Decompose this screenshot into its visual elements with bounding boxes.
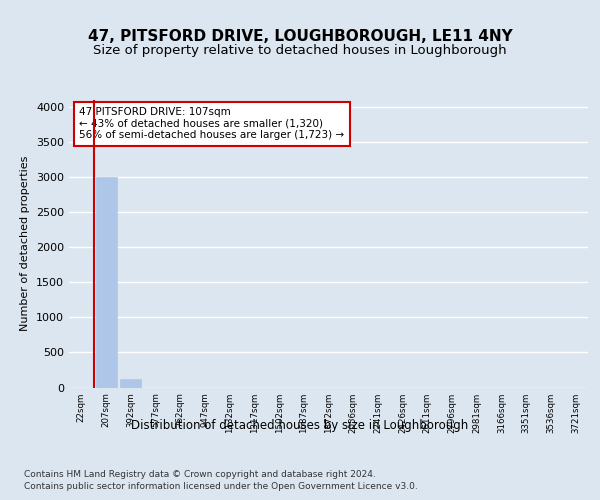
Text: Contains public sector information licensed under the Open Government Licence v3: Contains public sector information licen… — [24, 482, 418, 491]
Text: Size of property relative to detached houses in Loughborough: Size of property relative to detached ho… — [93, 44, 507, 57]
Text: Contains HM Land Registry data © Crown copyright and database right 2024.: Contains HM Land Registry data © Crown c… — [24, 470, 376, 479]
Bar — [120, 380, 141, 388]
Text: Distribution of detached houses by size in Loughborough: Distribution of detached houses by size … — [131, 419, 469, 432]
Text: 47 PITSFORD DRIVE: 107sqm
← 43% of detached houses are smaller (1,320)
56% of se: 47 PITSFORD DRIVE: 107sqm ← 43% of detac… — [79, 107, 344, 140]
Text: 47, PITSFORD DRIVE, LOUGHBOROUGH, LE11 4NY: 47, PITSFORD DRIVE, LOUGHBOROUGH, LE11 4… — [88, 29, 512, 44]
Y-axis label: Number of detached properties: Number of detached properties — [20, 156, 31, 332]
Bar — [95, 177, 116, 388]
